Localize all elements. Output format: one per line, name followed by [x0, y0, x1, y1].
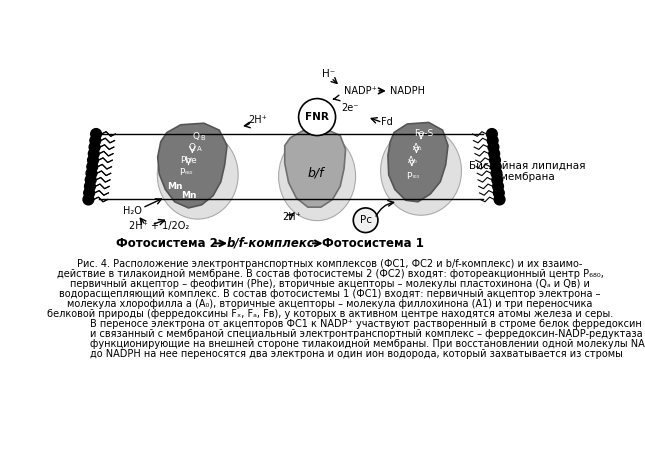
Text: и связанный с мембраной специальный электронтранспортный комплекс – ферредоксин-: и связанный с мембраной специальный элек… [90, 329, 645, 339]
Circle shape [490, 162, 501, 172]
Polygon shape [388, 123, 448, 202]
Polygon shape [157, 123, 227, 208]
Ellipse shape [157, 131, 238, 219]
Text: P: P [179, 168, 184, 177]
Circle shape [85, 174, 96, 185]
Text: b/f: b/f [307, 166, 324, 179]
Circle shape [90, 135, 101, 146]
Circle shape [486, 129, 497, 139]
Text: A: A [408, 156, 414, 165]
Circle shape [494, 194, 505, 205]
Text: 2e⁻: 2e⁻ [341, 103, 359, 113]
Text: NADP⁺: NADP⁺ [344, 86, 377, 96]
Circle shape [490, 155, 501, 166]
Circle shape [84, 188, 95, 198]
Text: Фотосистема 1: Фотосистема 1 [322, 237, 424, 250]
Circle shape [86, 168, 97, 179]
Text: P: P [406, 172, 412, 181]
Text: В переносе электрона от акцепторов ФС1 к NADP⁺ участвуют растворенный в строме б: В переносе электрона от акцепторов ФС1 к… [90, 319, 645, 329]
Text: 2H⁺ + 1/2O₂: 2H⁺ + 1/2O₂ [129, 221, 190, 231]
Text: A: A [197, 146, 202, 152]
Circle shape [84, 181, 95, 192]
Circle shape [87, 162, 97, 172]
Text: Pc: Pc [360, 215, 372, 225]
Circle shape [493, 181, 504, 192]
Circle shape [91, 129, 101, 139]
Text: H₂O: H₂O [123, 206, 142, 216]
Ellipse shape [279, 132, 355, 220]
Text: функционирующие на внешней стороне тилакоидной мембраны. При восстановлении одно: функционирующие на внешней стороне тилак… [90, 339, 645, 349]
Text: белковой природы (ферредоксины Fₓ, Fₐ, Fв), у которых в активном центре находятс: белковой природы (ферредоксины Fₓ, Fₐ, F… [47, 309, 613, 319]
Text: FNR: FNR [305, 112, 329, 122]
Circle shape [89, 142, 100, 152]
Text: H⁻: H⁻ [322, 69, 335, 79]
Text: действие в тилакоидной мембране. В состав фотосистемы 2 (ФС2) входят: фотореакци: действие в тилакоидной мембране. В соста… [57, 269, 604, 279]
Text: Phe: Phe [180, 156, 197, 165]
Text: A: A [413, 143, 419, 152]
Text: Рис. 4. Расположение электронтранспортных комплексов (ФС1, ФС2 и b/f-комплекс) и: Рис. 4. Расположение электронтранспортны… [77, 259, 583, 269]
Text: b/f-комплекс: b/f-комплекс [227, 237, 315, 250]
Circle shape [489, 148, 500, 159]
Text: 2H⁺: 2H⁺ [248, 115, 267, 125]
Circle shape [353, 208, 378, 233]
Polygon shape [284, 129, 346, 207]
Text: молекула хлорофилла a (A₀), вторичные акцепторы – молекула филлохинона (А1) и тр: молекула хлорофилла a (A₀), вторичные ак… [68, 299, 593, 309]
Text: первичный акцептор – феофитин (Phe), вторичные акцепторы – молекулы пластохинона: первичный акцептор – феофитин (Phe), вто… [70, 279, 590, 289]
Text: ₀: ₀ [414, 158, 417, 164]
Text: NADPH: NADPH [390, 86, 425, 96]
Circle shape [492, 174, 502, 185]
Text: ₁: ₁ [419, 145, 421, 151]
Text: Mn: Mn [181, 191, 196, 200]
Text: Бислойная липидная
мембрана: Бислойная липидная мембрана [469, 160, 586, 182]
Circle shape [88, 148, 99, 159]
Text: Fe-S: Fe-S [413, 130, 433, 139]
Text: водорасщепляющий комплекс. В состав фотосистемы 1 (ФС1) входят: первичный акцепт: водорасщепляющий комплекс. В состав фото… [59, 289, 601, 299]
Ellipse shape [381, 127, 461, 215]
Circle shape [491, 168, 502, 179]
Text: до NADPH на нее переносятся два электрона и один ион водорода, который захватыва: до NADPH на нее переносятся два электрон… [90, 349, 623, 359]
Text: Q: Q [189, 143, 196, 152]
Text: ₆₈₀: ₆₈₀ [184, 170, 193, 175]
Text: ₇₀₀: ₇₀₀ [412, 173, 420, 180]
Text: Q: Q [193, 132, 200, 141]
Text: Fd: Fd [381, 117, 392, 127]
Text: 2H⁺: 2H⁺ [283, 212, 301, 222]
Circle shape [88, 155, 99, 166]
Circle shape [487, 135, 498, 146]
Text: Mn: Mn [167, 182, 183, 191]
Circle shape [493, 188, 504, 198]
Circle shape [83, 194, 94, 205]
Circle shape [299, 99, 335, 135]
Text: B: B [201, 135, 206, 141]
Text: Фотосистема 2: Фотосистема 2 [116, 237, 218, 250]
Circle shape [488, 142, 499, 152]
